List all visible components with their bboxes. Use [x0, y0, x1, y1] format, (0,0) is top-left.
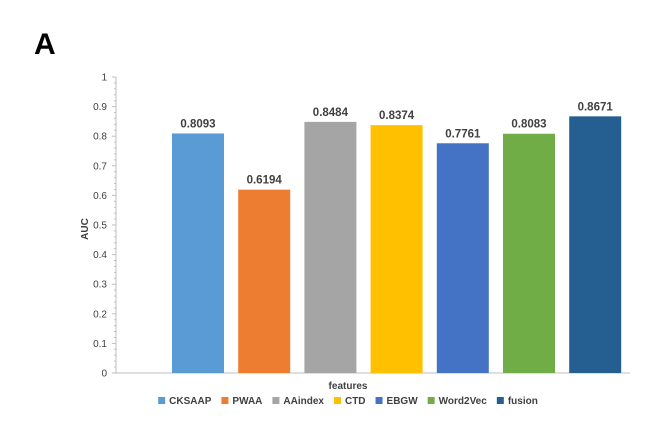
y-tick-label: 0.9 — [93, 102, 107, 113]
bar-ctd — [370, 125, 423, 373]
legend-swatch — [375, 397, 383, 404]
data-label: 0.8083 — [511, 119, 546, 131]
y-tick-label: 0.4 — [93, 250, 107, 261]
bar-pwaa — [238, 189, 291, 373]
data-label: 0.8484 — [313, 107, 349, 119]
legend-swatch — [333, 397, 341, 404]
legend-swatch — [496, 397, 504, 404]
bar-fusion — [569, 116, 622, 373]
y-tick-label: 0.2 — [93, 309, 107, 320]
bar-series — [172, 116, 622, 373]
legend-label: PWAA — [232, 396, 262, 407]
legend: CKSAAP PWAA AAindex CTD EBGW Word2Vec fusion — [158, 396, 538, 407]
x-axis-title: features — [329, 381, 368, 392]
data-label: 0.8093 — [180, 118, 215, 130]
data-label: 0.7761 — [445, 128, 481, 140]
y-axis-title: AUC — [80, 218, 91, 240]
bar-aaindex — [304, 121, 357, 373]
data-label: 0.8374 — [379, 110, 415, 122]
legend-swatch — [427, 397, 435, 404]
legend-swatch — [272, 397, 280, 404]
y-tick-label: 0.3 — [93, 280, 107, 291]
legend-swatch — [221, 397, 229, 404]
legend-label: AAindex — [283, 396, 324, 407]
legend-label: Word2Vec — [439, 396, 488, 407]
legend-swatch — [158, 397, 166, 404]
bar-cksaap — [172, 133, 224, 373]
bar-word2vec — [503, 133, 555, 373]
legend-label: EBGW — [387, 396, 419, 407]
y-tick-label: 0.7 — [93, 161, 107, 172]
legend-label: fusion — [508, 396, 538, 407]
y-tick-label: 0.6 — [93, 191, 107, 202]
y-tick-label: 0.1 — [93, 339, 107, 350]
legend-label: CTD — [345, 396, 366, 407]
data-labels: 0.8093 0.6194 0.8484 0.8374 0.7761 0.8083 0.86… — [180, 101, 613, 186]
y-tick-label: 0.8 — [93, 132, 107, 143]
data-label: 0.6194 — [247, 175, 283, 187]
y-tick-label: 1 — [101, 73, 107, 84]
legend-label: CKSAAP — [169, 396, 212, 407]
data-label: 0.8671 — [578, 101, 614, 113]
y-tick-label: 0.5 — [93, 221, 107, 232]
bar-ebgw — [436, 143, 489, 373]
panel-label: A — [34, 28, 56, 61]
y-tick-label: 0 — [101, 369, 107, 380]
